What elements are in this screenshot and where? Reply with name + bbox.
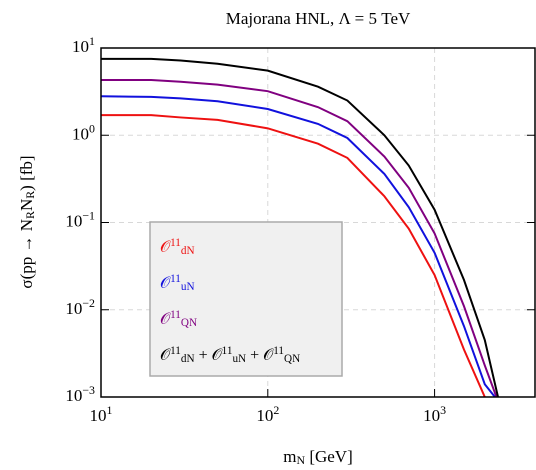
y-tick-label: 101 <box>72 34 95 56</box>
x-tick-label: 102 <box>256 403 279 425</box>
y-tick-label: 100 <box>72 122 95 144</box>
x-tick-label: 103 <box>423 403 446 425</box>
x-axis-label: mN [GeV] <box>283 447 353 467</box>
series-line <box>101 78 498 398</box>
x-tick-label: 101 <box>90 403 113 425</box>
legend: 𝒪11dN 𝒪11uN 𝒪11QN 𝒪11dN + 𝒪11uN + 𝒪11QN <box>149 221 343 377</box>
legend-box <box>149 221 343 377</box>
y-tick-label: 10−1 <box>65 209 95 231</box>
legend-entry: 𝒪11QN <box>160 309 197 329</box>
series-line <box>101 57 499 398</box>
series-line <box>100 95 496 398</box>
chart-title: Majorana HNL, Λ = 5 TeV <box>226 9 411 28</box>
series-line <box>101 114 486 398</box>
y-tick-label: 10−3 <box>65 383 95 405</box>
y-axis-label: σ(pp → NRNR) [fb] <box>17 155 37 288</box>
legend-entry: 𝒪11dN <box>160 237 195 257</box>
legend-entry: 𝒪11uN <box>160 273 195 293</box>
plot-frame <box>100 47 536 398</box>
legend-entry: 𝒪11dN + 𝒪11uN + 𝒪11QN <box>160 345 300 365</box>
y-tick-label: 10−2 <box>65 296 95 318</box>
